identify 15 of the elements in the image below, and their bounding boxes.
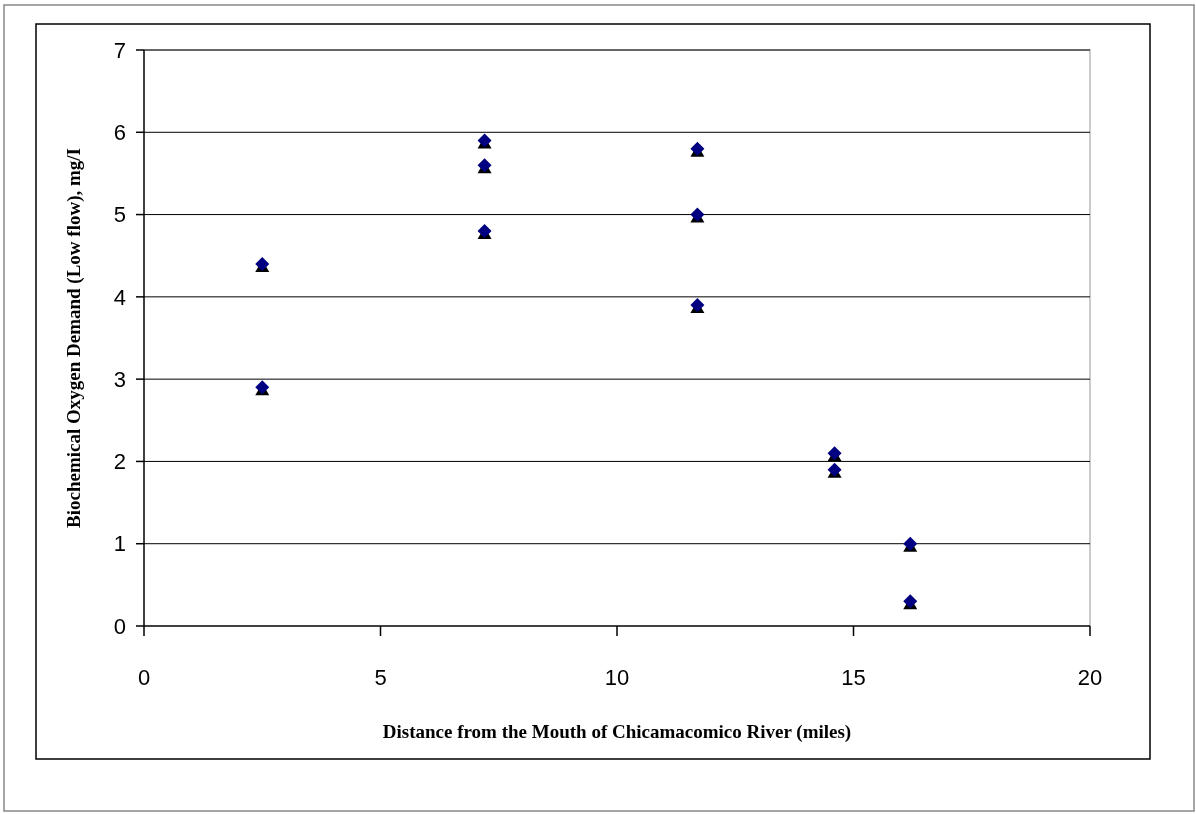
- y-tick-label: 2: [113, 449, 126, 475]
- x-axis-title: Distance from the Mouth of Chicamacomico River (miles): [382, 721, 852, 743]
- y-tick-label: 0: [113, 613, 126, 639]
- y-tick-label: 3: [113, 366, 126, 392]
- y-tick-label: 5: [113, 202, 126, 228]
- y-tick-label: 6: [113, 119, 126, 145]
- y-tick-label: 1: [113, 531, 126, 557]
- x-tick-label: 15: [841, 664, 866, 690]
- y-axis-title: Biochemical Oxygen Demand (Low flow), mg/I: [63, 148, 85, 528]
- x-tick-label: 5: [374, 664, 387, 690]
- x-tick-label: 20: [1077, 664, 1103, 690]
- y-tick-label: 4: [113, 284, 126, 310]
- x-tick-label: 10: [604, 664, 630, 690]
- x-tick-label: 0: [137, 664, 151, 690]
- y-tick-label: 7: [113, 37, 126, 63]
